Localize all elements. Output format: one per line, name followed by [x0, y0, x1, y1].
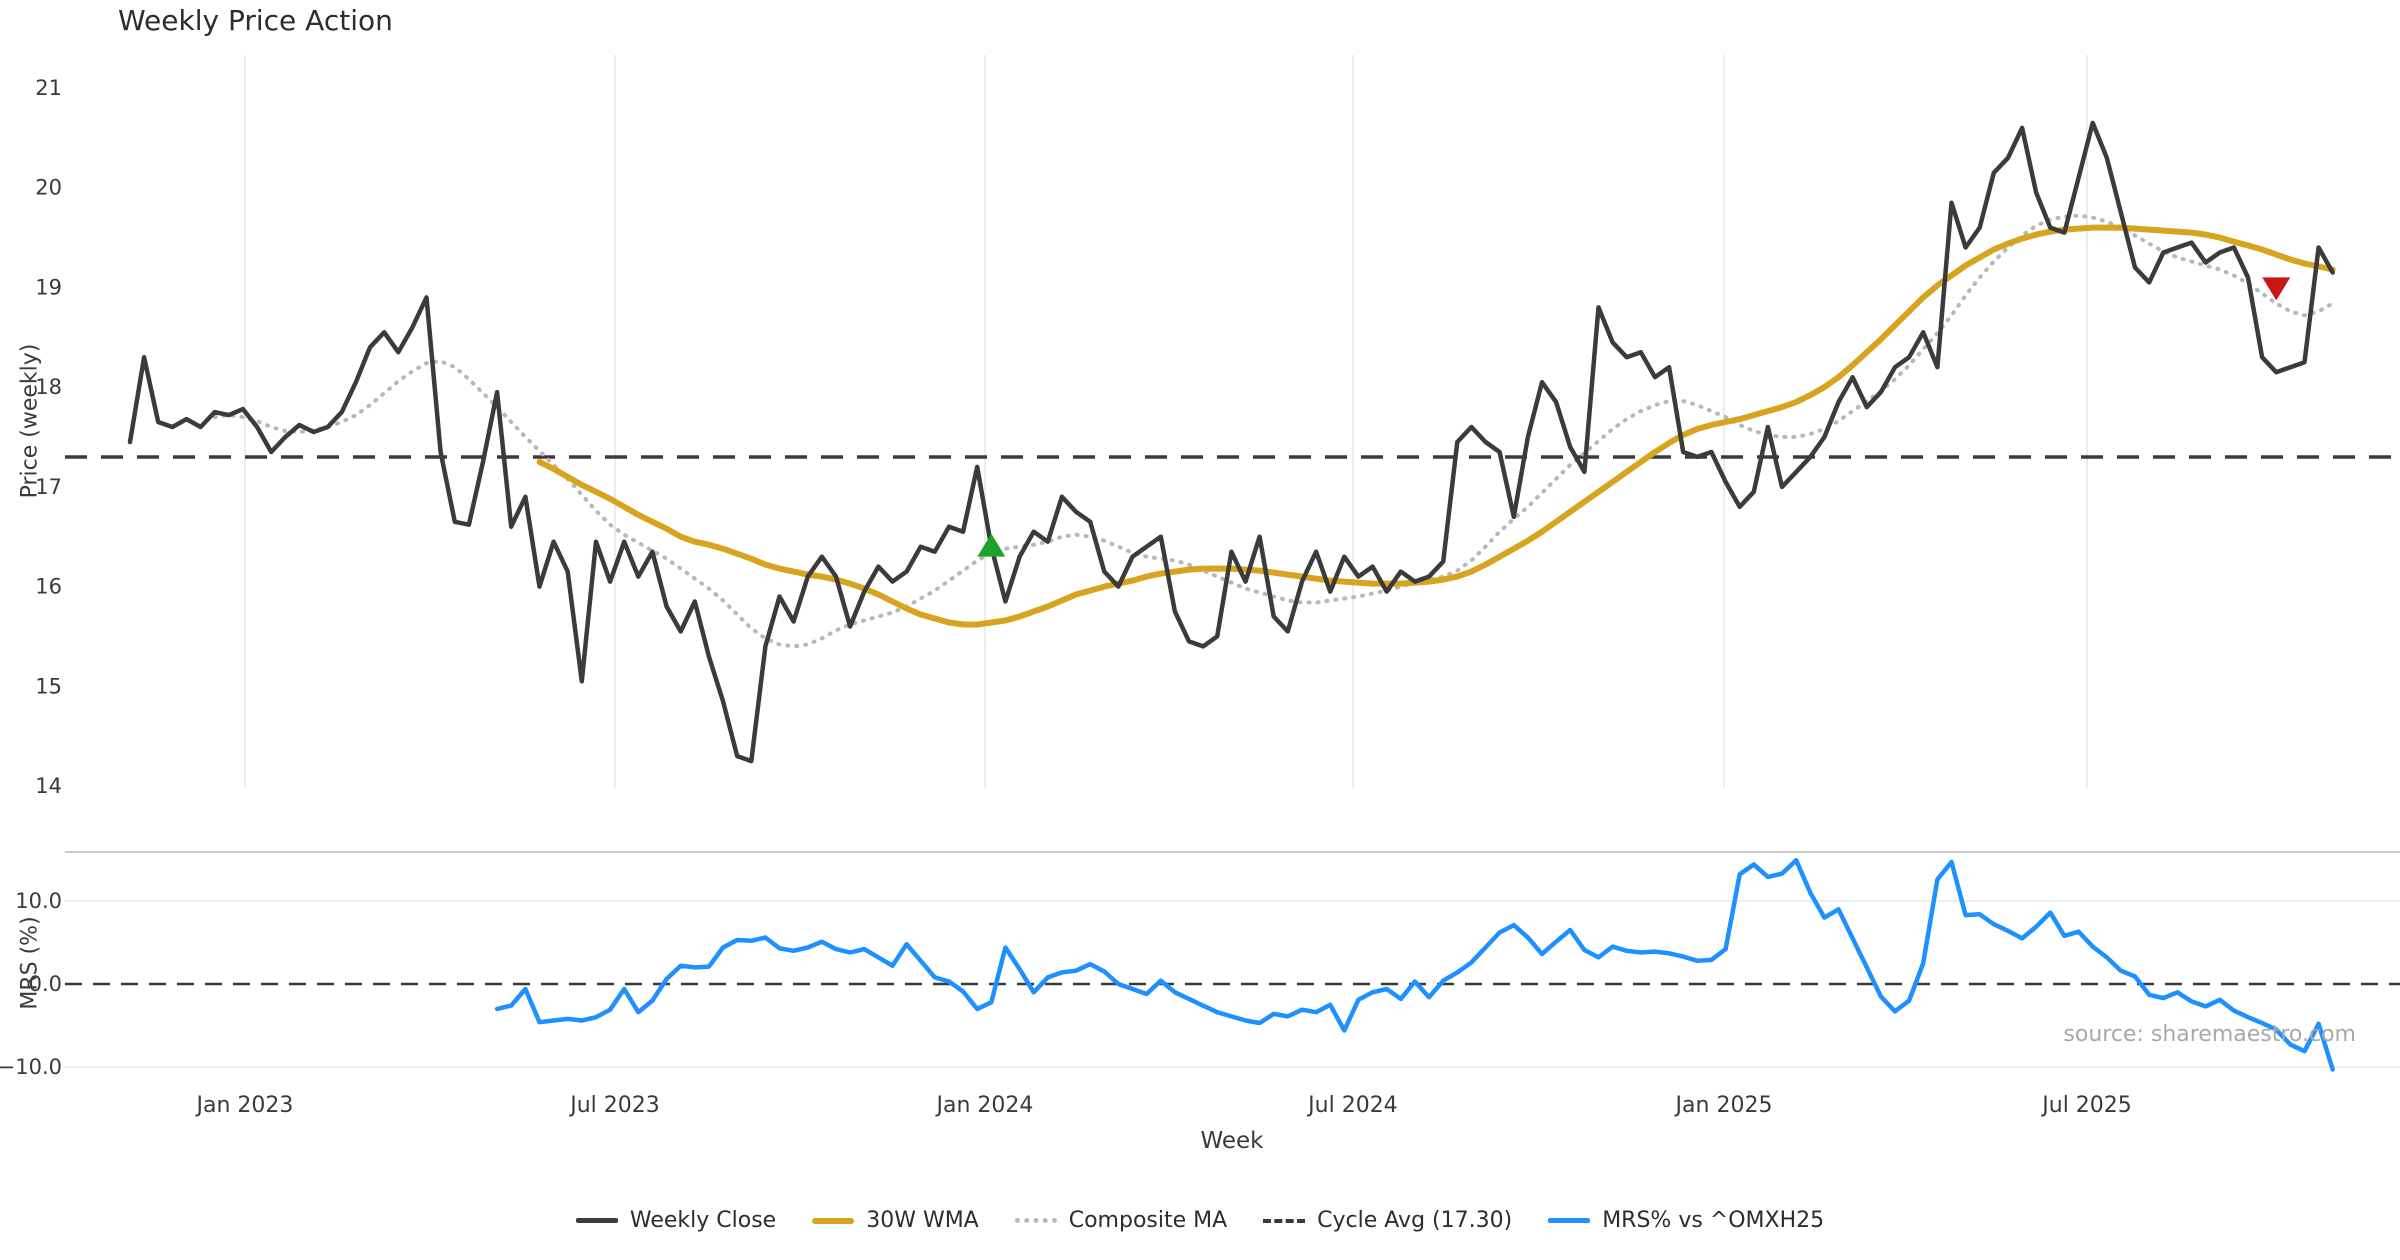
mrs-swatch-icon	[1548, 1218, 1591, 1223]
legend: Weekly Close 30W WMA Composite MA Cycle …	[0, 1208, 2400, 1233]
mrs-axis-label: MRS (%)	[17, 916, 43, 1010]
legend-item-cycle-avg: Cycle Avg (17.30)	[1263, 1208, 1512, 1233]
price-ytick-label: 17	[35, 475, 62, 499]
mrs-ytick-label: 0.0	[29, 972, 62, 996]
price-ytick-label: 19	[35, 275, 62, 299]
legend-label: Cycle Avg (17.30)	[1317, 1208, 1513, 1233]
page-title: Weekly Price Action	[118, 4, 393, 37]
legend-item-composite-ma: Composite MA	[1014, 1208, 1228, 1233]
buy-signal-marker-icon	[977, 533, 1006, 557]
legend-item-30w-wma: 30W WMA	[812, 1208, 979, 1233]
wma-swatch-icon	[812, 1217, 855, 1224]
composite-ma-line	[212, 213, 2335, 649]
price-ytick-label: 21	[35, 76, 62, 100]
source-watermark: source: sharemaestro.com	[2063, 1022, 2356, 1047]
price-axis-label: Price (weekly)	[17, 343, 43, 499]
x-tick-label: Jan 2023	[194, 1093, 293, 1118]
x-tick-label: Jul 2024	[1306, 1093, 1398, 1118]
x-tick-label: Jan 2024	[935, 1093, 1034, 1118]
x-tick-label: Jan 2025	[1674, 1093, 1773, 1118]
price-ytick-label: 15	[35, 674, 62, 698]
legend-label: 30W WMA	[866, 1208, 979, 1233]
x-axis-label: Week	[1200, 1128, 1264, 1154]
price-ytick-label: 16	[35, 575, 62, 599]
price-ytick-label: 20	[35, 176, 62, 200]
x-tick-label: Jul 2023	[568, 1093, 660, 1118]
mrs-line	[494, 858, 2335, 1072]
composite-ma-swatch-icon	[1014, 1218, 1057, 1223]
x-tick-label: Jul 2025	[2040, 1093, 2132, 1118]
legend-label: Composite MA	[1068, 1208, 1228, 1233]
wma-line	[536, 224, 2336, 628]
legend-item-weekly-close: Weekly Close	[575, 1208, 777, 1233]
price-ytick-label: 14	[35, 774, 62, 798]
weekly-close-line	[127, 120, 2335, 764]
mrs-ytick-label: −10.0	[0, 1055, 62, 1079]
legend-label: Weekly Close	[629, 1208, 777, 1233]
price-ytick-label: 18	[35, 375, 62, 399]
cycle-avg-swatch-icon	[1263, 1218, 1306, 1223]
mrs-ytick-label: 10.0	[15, 889, 62, 913]
legend-label: MRS% vs ^OMXH25	[1602, 1208, 1825, 1233]
sell-signal-marker-icon	[2262, 277, 2291, 301]
legend-item-mrs: MRS% vs ^OMXH25	[1548, 1208, 1824, 1233]
weekly-close-swatch-icon	[575, 1218, 618, 1223]
